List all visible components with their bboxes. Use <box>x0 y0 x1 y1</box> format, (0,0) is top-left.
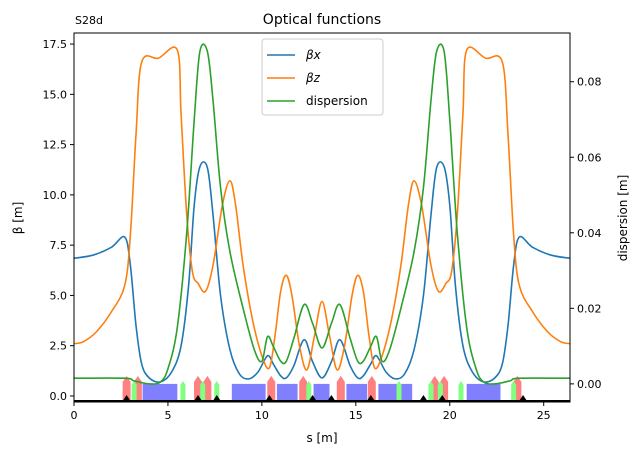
series-line-dispersion <box>73 43 571 385</box>
y2-tick-label: 0.00 <box>577 378 602 391</box>
dipole <box>276 383 298 401</box>
sextupole <box>200 380 206 401</box>
sextupole <box>396 380 402 401</box>
sextupole <box>511 380 517 401</box>
dipole <box>142 383 178 401</box>
y-tick-label: 5.0 <box>50 289 68 302</box>
marker-triangle <box>212 395 221 401</box>
x-tick-label: 20 <box>443 409 457 422</box>
dipole <box>231 383 266 401</box>
y-tick-label: 0.0 <box>50 390 68 403</box>
dipole <box>378 383 413 401</box>
sextupole <box>131 380 137 401</box>
legend-label-betaz: βz <box>305 71 321 85</box>
marker-triangle <box>265 395 274 401</box>
marker-triangle <box>366 395 375 401</box>
y2-axis-label: dispersion [m] <box>616 175 630 262</box>
marker-triangle <box>122 395 131 401</box>
x-tick-label: 15 <box>349 409 363 422</box>
y2-tick-label: 0.04 <box>577 227 602 240</box>
y-axis-label: β [m] <box>11 202 25 235</box>
chart-title: Optical functions <box>263 12 381 28</box>
quadrupole <box>299 375 308 401</box>
y2-tick-label: 0.06 <box>577 151 602 164</box>
x-tick-label: 5 <box>164 409 171 422</box>
y-axis-right: 0.00 0.02 0.04 0.06 0.08 <box>570 76 602 391</box>
legend: βx βz dispersion <box>261 38 384 116</box>
sextupole <box>306 380 312 401</box>
quadrupole <box>336 375 345 401</box>
plot-frame <box>73 32 571 403</box>
x-tick-label: 0 <box>71 409 78 422</box>
legend-label-betax: βx <box>305 48 322 62</box>
y-tick-label: 2.5 <box>50 340 68 353</box>
sextupole <box>458 380 464 401</box>
quadrupole <box>194 375 202 401</box>
marker-triangle <box>419 395 428 401</box>
dipole <box>466 383 501 401</box>
sextupole <box>214 380 220 401</box>
x-axis-label: s [m] <box>306 431 337 445</box>
marker-triangle <box>438 395 447 401</box>
lattice-layer <box>74 375 570 402</box>
marker-triangle <box>194 395 202 401</box>
quadrupole <box>122 375 131 401</box>
series-line-betaz <box>73 46 571 371</box>
sextupole <box>180 380 186 401</box>
x-tick-label: 10 <box>255 409 269 422</box>
sextupole <box>428 380 434 401</box>
quadrupole <box>367 375 376 401</box>
y-axis-left: 0.0 2.5 5.0 7.5 10.0 12.5 15.0 17.5 <box>43 38 74 403</box>
marker-triangle <box>327 395 336 401</box>
curves-layer <box>73 43 571 385</box>
y-tick-label: 17.5 <box>43 38 68 51</box>
dipole <box>313 383 330 401</box>
quadrupole <box>203 375 212 401</box>
quadrupole <box>267 375 276 401</box>
y-tick-label: 15.0 <box>43 88 68 101</box>
marker-triangle <box>308 395 317 401</box>
y2-tick-label: 0.08 <box>577 76 602 89</box>
y-tick-label: 12.5 <box>43 139 68 152</box>
dipole <box>346 383 368 401</box>
y-tick-label: 10.0 <box>43 189 68 202</box>
marker-triangle <box>519 395 528 401</box>
x-tick-label: 25 <box>537 409 551 422</box>
series-line-betax <box>73 161 571 383</box>
x-axis: 0 5 10 15 20 25 <box>71 402 551 422</box>
corner-label: S28d <box>75 14 103 27</box>
y-tick-label: 7.5 <box>50 239 68 252</box>
legend-label-dispersion: dispersion <box>306 94 368 108</box>
y2-tick-label: 0.02 <box>577 302 602 315</box>
